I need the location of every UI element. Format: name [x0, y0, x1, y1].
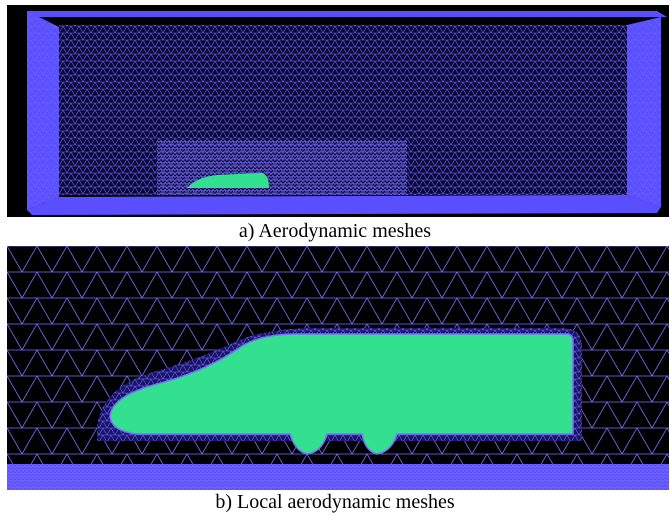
local-mesh-image: [7, 246, 669, 490]
caption: b) Local aerodynamic meshes: [0, 491, 670, 514]
page: a) Aerodynamic meshes b) Local aerodynam…: [0, 0, 670, 516]
aerodynamic-mesh-image: [7, 5, 669, 217]
box-right-mesh: [627, 17, 661, 207]
box-left-mesh: [27, 11, 59, 210]
caption: a) Aerodynamic meshes: [0, 220, 670, 243]
box-bottom: [27, 195, 661, 215]
box-top: [27, 11, 667, 17]
ground-mesh: [7, 464, 669, 490]
